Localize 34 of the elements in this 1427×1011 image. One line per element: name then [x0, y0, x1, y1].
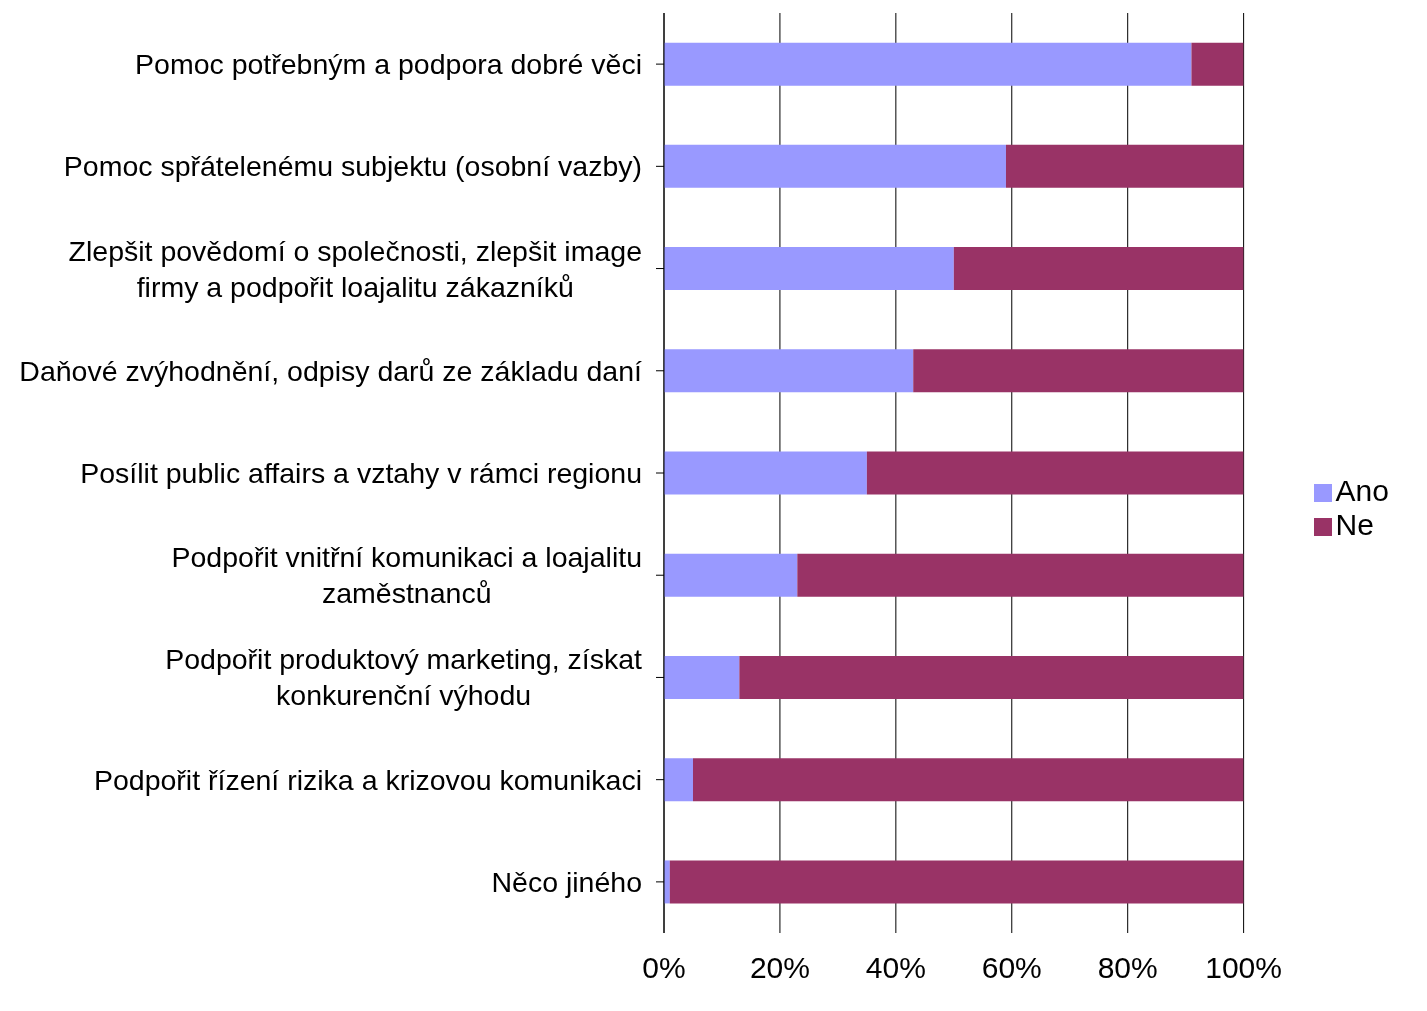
bar — [1191, 42, 1244, 86]
bar — [692, 758, 1244, 802]
legend-label: Ano — [1335, 474, 1389, 507]
legend-label: Ne — [1335, 508, 1374, 541]
y-tick-label: Podpořit řízení rizika a krizovou komunikaci — [93, 763, 642, 796]
bar — [664, 758, 693, 802]
bar — [664, 247, 954, 291]
x-tick-label: 0% — [642, 951, 686, 985]
bar — [664, 553, 798, 597]
bar — [866, 451, 1244, 495]
y-tick-label: Posílit public affairs a vztahy v rámci regionu — [80, 457, 642, 489]
bar — [664, 144, 1006, 188]
bar — [664, 349, 914, 393]
bar — [664, 451, 867, 495]
y-tick-label: Pomoc potřebným a podpora dobré věci — [135, 48, 642, 81]
x-tick-label: 80% — [1097, 951, 1158, 985]
bar — [913, 349, 1244, 393]
y-tick-label: Něco jiného — [491, 865, 642, 898]
y-tick-label: Daňové zvýhodnění, odpisy darů ze základu daní — [19, 354, 643, 387]
y-tick-label: Podpořit produktový marketing, získat konkurenční výhodu — [165, 643, 643, 712]
bar — [664, 42, 1192, 86]
y-tick-label: Pomoc spřátelenému subjektu (osobní vazby) — [63, 150, 642, 183]
x-tick-label: 60% — [981, 951, 1042, 985]
y-tick-label: Zlepšit povědomí o společnosti, zlepšit image firmy a podpořit loajalitu zákazníků — [68, 234, 642, 303]
y-tick-label: Podpořit vnitřní komunikaci a loajalitu zaměstnanců — [171, 541, 643, 610]
x-tick-label: 40% — [865, 951, 926, 985]
x-tick-label: 100% — [1205, 951, 1282, 985]
x-tick-label: 20% — [749, 951, 810, 985]
bar — [953, 247, 1244, 291]
bar — [664, 655, 740, 699]
bar — [739, 655, 1244, 699]
bar — [1005, 144, 1244, 188]
bar — [797, 553, 1244, 597]
bar — [669, 860, 1244, 904]
